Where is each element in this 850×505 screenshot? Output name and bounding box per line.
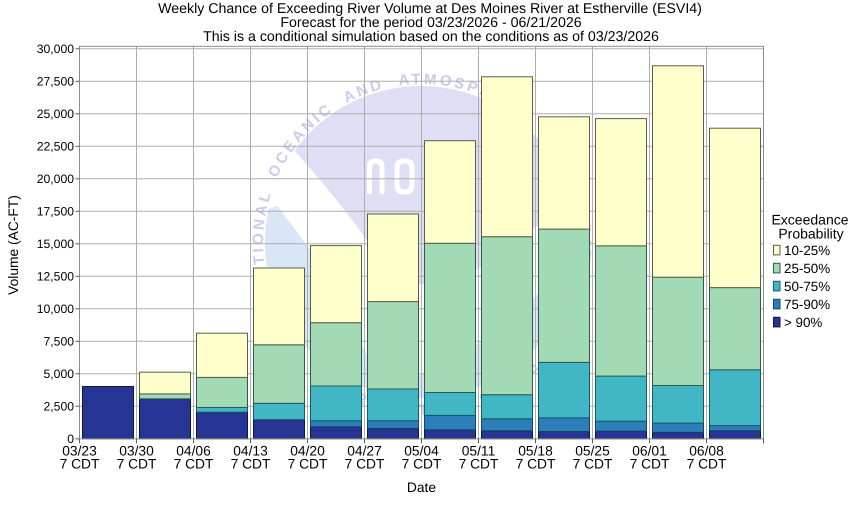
- svg-text:03/23: 03/23: [62, 444, 97, 459]
- svg-text:20,000: 20,000: [37, 172, 74, 186]
- svg-text:10,000: 10,000: [37, 302, 74, 316]
- svg-text:27,500: 27,500: [37, 75, 74, 89]
- svg-text:22,500: 22,500: [37, 140, 74, 154]
- svg-text:This is a conditional simulati: This is a conditional simulation based o…: [203, 29, 659, 45]
- svg-text:03/30: 03/30: [119, 444, 154, 459]
- svg-text:Probability: Probability: [778, 226, 843, 242]
- svg-text:7 CDT: 7 CDT: [231, 457, 271, 472]
- svg-text:06/08: 06/08: [689, 444, 724, 459]
- svg-text:Forecast for the period 03/23/: Forecast for the period 03/23/2026 - 06/…: [280, 15, 581, 31]
- svg-text:04/20: 04/20: [290, 444, 325, 459]
- svg-text:75-90%: 75-90%: [784, 297, 830, 312]
- svg-text:7 CDT: 7 CDT: [402, 457, 442, 472]
- svg-text:> 90%: > 90%: [784, 315, 822, 330]
- svg-text:7 CDT: 7 CDT: [459, 457, 499, 472]
- svg-text:12,500: 12,500: [37, 270, 74, 284]
- svg-text:30,000: 30,000: [37, 42, 74, 56]
- svg-text:2,500: 2,500: [44, 400, 75, 414]
- svg-text:7 CDT: 7 CDT: [573, 457, 613, 472]
- svg-text:7 CDT: 7 CDT: [687, 457, 727, 472]
- svg-text:04/27: 04/27: [347, 444, 382, 459]
- svg-text:7 CDT: 7 CDT: [345, 457, 385, 472]
- svg-text:7 CDT: 7 CDT: [174, 457, 214, 472]
- svg-text:Exceedance: Exceedance: [771, 212, 848, 228]
- svg-text:0: 0: [67, 432, 74, 446]
- svg-text:05/25: 05/25: [575, 444, 610, 459]
- svg-text:10-25%: 10-25%: [784, 243, 830, 258]
- svg-text:15,000: 15,000: [37, 237, 74, 251]
- svg-text:05/11: 05/11: [462, 444, 496, 459]
- svg-text:25,000: 25,000: [37, 107, 74, 121]
- svg-text:5,000: 5,000: [44, 367, 75, 381]
- svg-text:05/04: 05/04: [404, 444, 439, 459]
- svg-text:7 CDT: 7 CDT: [288, 457, 328, 472]
- svg-text:7 CDT: 7 CDT: [630, 457, 670, 472]
- svg-text:Weekly Chance of Exceeding Riv: Weekly Chance of Exceeding River Volume …: [158, 1, 702, 17]
- svg-text:50-75%: 50-75%: [784, 279, 830, 294]
- svg-text:Date: Date: [407, 480, 436, 495]
- svg-text:7,500: 7,500: [44, 335, 75, 349]
- svg-text:04/06: 04/06: [176, 444, 211, 459]
- svg-text:04/13: 04/13: [233, 444, 268, 459]
- svg-text:Volume (AC-FT): Volume (AC-FT): [6, 195, 21, 295]
- svg-text:7 CDT: 7 CDT: [516, 457, 556, 472]
- svg-text:05/18: 05/18: [518, 444, 553, 459]
- svg-text:7 CDT: 7 CDT: [117, 457, 157, 472]
- svg-text:25-50%: 25-50%: [784, 261, 830, 276]
- svg-text:7 CDT: 7 CDT: [60, 457, 100, 472]
- svg-text:06/01: 06/01: [632, 444, 667, 459]
- svg-text:17,500: 17,500: [37, 205, 74, 219]
